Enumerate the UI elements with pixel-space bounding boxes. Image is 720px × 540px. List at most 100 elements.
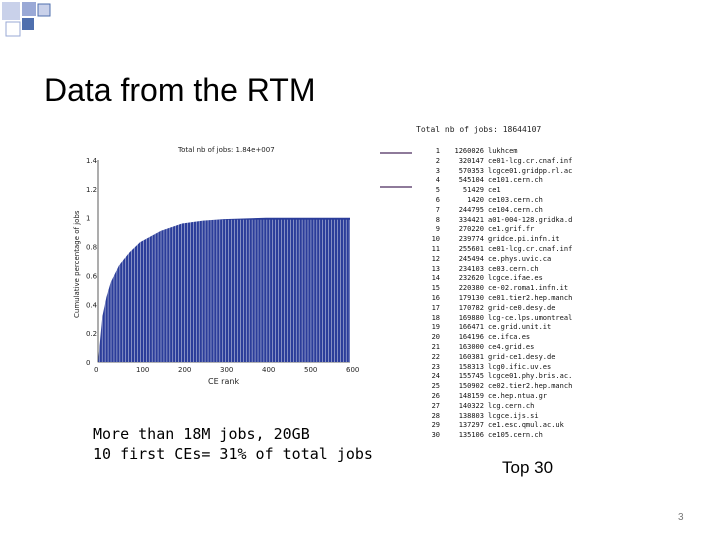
row-rank: 20: [431, 333, 440, 342]
row-ce: a01-004-128.gridka.de: [488, 215, 572, 224]
row-jobs: 179130: [458, 293, 484, 302]
table-row: 17 170782 grid-ce0.desy.de: [412, 304, 572, 314]
y-tick-label: 1: [86, 215, 90, 223]
row-jobs: 137297: [458, 421, 484, 430]
row-jobs: 270220: [458, 225, 484, 234]
row-ce: ce1.grif.fr: [488, 225, 535, 234]
summary-notes: More than 18M jobs, 20GB 10 first CEs= 3…: [93, 424, 373, 464]
row-jobs: 220380: [458, 284, 484, 293]
table-row: 15 220380 ce-02.roma1.infn.it: [412, 284, 572, 294]
row-jobs: 135106: [458, 431, 484, 440]
table-row: 5 51429 ce1: [412, 186, 572, 196]
y-tick-label: 0: [86, 359, 90, 367]
x-tick-label: 400: [262, 366, 275, 374]
row-jobs: 148159: [458, 391, 484, 400]
row-ce: lcgce.ijs.si: [488, 411, 539, 420]
row-jobs: 545104: [458, 176, 484, 185]
row-jobs: 170782: [458, 303, 484, 312]
y-tick-label: 1.2: [86, 186, 97, 194]
table-row: 20 164196 ce.ifca.es: [412, 333, 572, 343]
table-row: 2 320147 ce01-lcg.cr.cnaf.infn.it: [412, 157, 572, 167]
row-rank: 26: [431, 391, 440, 400]
note-line: More than 18M jobs, 20GB: [93, 425, 310, 443]
x-tick-label: 0: [94, 366, 98, 374]
row-ce: ce01-lcg.cr.cnaf.infn.it: [488, 244, 572, 253]
row-rank: 18: [431, 313, 440, 322]
row-ce: ce1: [488, 186, 501, 195]
row-jobs: 1420: [467, 195, 484, 204]
row-rank: 17: [431, 303, 440, 312]
row-rank: 7: [435, 205, 440, 214]
table-row: 10 239774 gridce.pi.infn.it: [412, 235, 572, 245]
row-ce: ce.phys.uvic.ca: [488, 254, 552, 263]
row-ce: lcgce01.phy.bris.ac.uk: [488, 372, 572, 381]
row-rank: 27: [431, 401, 440, 410]
row-ce: ce105.cern.ch: [488, 431, 543, 440]
table-row: 18 169880 lcg-ce.lps.umontreal.ca: [412, 314, 572, 324]
row-ce: gridce.pi.infn.it: [488, 235, 560, 244]
table-row: 8 334421 a01-004-128.gridka.de: [412, 216, 572, 226]
slide-title: Data from the RTM: [44, 72, 316, 108]
row-jobs: 334421: [458, 215, 484, 224]
row-ce: ce101.cern.ch: [488, 176, 543, 185]
note-line: 10 first CEs= 31% of total jobs: [93, 445, 373, 463]
row-rank: 25: [431, 382, 440, 391]
chart-title: Total nb of jobs: 1.84e+007: [177, 146, 275, 154]
row-jobs: 234103: [458, 264, 484, 273]
deco-square: [37, 3, 51, 17]
row-rank: 22: [431, 352, 440, 361]
row-ce: ce.grid.unit.it: [488, 323, 552, 332]
row-rank: 21: [431, 342, 440, 351]
row-rank: 30: [431, 431, 440, 440]
row-rank: 1: [435, 147, 440, 155]
row-jobs: 244795: [458, 205, 484, 214]
row-jobs: 169880: [458, 313, 484, 322]
table-row: 13 234103 ce03.cern.ch: [412, 265, 572, 275]
row-rank: 12: [431, 254, 440, 263]
row-rank: 8: [435, 215, 440, 224]
row-rank: 11: [431, 244, 440, 253]
row-ce: lukhcem: [488, 147, 518, 155]
row-rank: 10: [431, 235, 440, 244]
row-rank: 2: [435, 156, 440, 165]
row-ce: lcgce01.gridpp.rl.ac.uk: [488, 166, 572, 175]
x-tick-label: 200: [178, 366, 191, 374]
y-axis-label: Cumulative percentage of jobs: [73, 210, 81, 318]
row-ce: lcgce.ifae.es: [488, 274, 543, 283]
row-rank: 29: [431, 421, 440, 430]
row-rank: 14: [431, 274, 440, 283]
deco-square: [2, 2, 20, 20]
table-row: 25 150902 ce02.tier2.hep.manchester.ac.uk: [412, 382, 572, 392]
table-row: 28 138803 lcgce.ijs.si: [412, 412, 572, 422]
cumulative-area: [98, 217, 350, 362]
y-tick-label: 0.2: [86, 330, 97, 338]
row-ce: ce1.esc.qmul.ac.uk: [488, 421, 564, 430]
deco-square: [5, 21, 21, 37]
row-rank: 19: [431, 323, 440, 332]
table-rows: 1 1260026 lukhcem 2 320147 ce01-lcg.cr.cnaf.i…: [412, 147, 572, 441]
table-row: 19 166471 ce.grid.unit.it: [412, 323, 572, 333]
table-row: 14 232620 lcgce.ifae.es: [412, 274, 572, 284]
table-row: 11 255601 ce01-lcg.cr.cnaf.infn.it: [412, 245, 572, 255]
row-rank: 6: [435, 195, 440, 204]
table-title: Total nb of jobs: 18644107: [416, 125, 542, 134]
y-tick-label: 0.6: [86, 272, 98, 280]
top-30-label: Top 30: [502, 458, 554, 477]
row-jobs: 155745: [458, 372, 484, 381]
table-row: 26 148159 ce.hep.ntua.gr: [412, 392, 572, 402]
row-jobs: 158313: [458, 362, 484, 371]
table-row: 23 158313 lcg0.ific.uv.es: [412, 363, 572, 373]
row-jobs: 245494: [458, 254, 484, 263]
table-row: 27 140322 lcg.cern.ch: [412, 402, 572, 412]
row-rank: 9: [435, 225, 440, 234]
row-jobs: 255601: [458, 244, 484, 253]
top-ce-table: Total nb of jobs: 18644107 1 1260026 lukhc…: [412, 125, 572, 455]
cumulative-jobs-chart: Total nb of jobs: 1.84e+007 0 100 200 300 40…: [73, 146, 359, 386]
row-jobs: 570353: [458, 166, 484, 175]
row-jobs: 164196: [458, 333, 484, 342]
row-ce: grid-ce1.desy.de: [488, 352, 556, 361]
row-jobs: 1260026: [454, 147, 484, 155]
row-jobs: 320147: [458, 156, 484, 165]
row-ce: ce.hep.ntua.gr: [488, 391, 548, 400]
row-ce: ce03.cern.ch: [488, 264, 539, 273]
